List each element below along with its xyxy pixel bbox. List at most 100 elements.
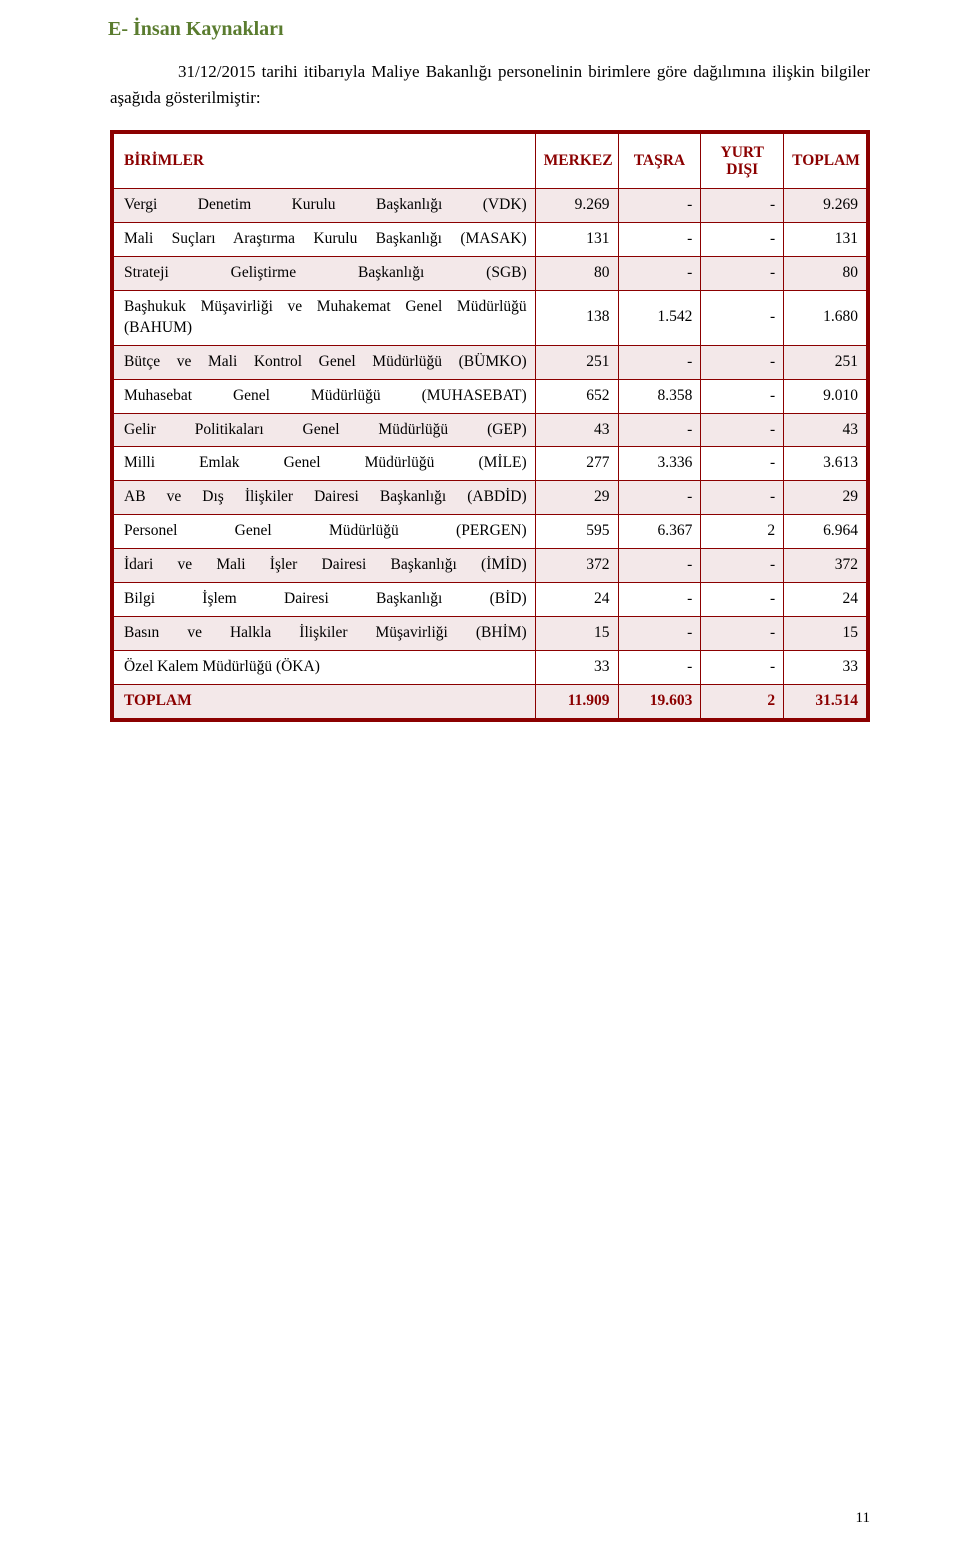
page-number: 11 — [856, 1510, 870, 1527]
row-value: 2 — [701, 515, 784, 549]
table-total-row: TOPLAM11.90919.603231.514 — [114, 684, 867, 718]
row-value: 138 — [535, 290, 618, 345]
row-value: 80 — [784, 256, 867, 290]
row-value: 277 — [535, 447, 618, 481]
row-value: 131 — [784, 223, 867, 257]
row-value: - — [701, 447, 784, 481]
row-label: Başhukuk Müşavirliği ve Muhakemat Genel … — [114, 290, 536, 345]
yurt-line2: DIŞI — [726, 161, 758, 178]
row-value: 80 — [535, 256, 618, 290]
row-value: - — [701, 617, 784, 651]
row-value: 43 — [784, 413, 867, 447]
col-header-birimler: BİRİMLER — [114, 134, 536, 189]
row-label: Milli Emlak Genel Müdürlüğü (MİLE) — [114, 447, 536, 481]
row-value: - — [618, 549, 701, 583]
table-row: Basın ve Halkla İlişkiler Müşavirliği (B… — [114, 617, 867, 651]
row-value: 33 — [784, 651, 867, 685]
row-label: Bilgi İşlem Dairesi Başkanlığı (BİD) — [114, 583, 536, 617]
row-value: 372 — [535, 549, 618, 583]
row-value: 29 — [784, 481, 867, 515]
row-value: 9.269 — [535, 189, 618, 223]
table-row: Milli Emlak Genel Müdürlüğü (MİLE)2773.3… — [114, 447, 867, 481]
table-row: Bütçe ve Mali Kontrol Genel Müdürlüğü (B… — [114, 345, 867, 379]
row-label: İdari ve Mali İşler Dairesi Başkanlığı (… — [114, 549, 536, 583]
row-value: - — [701, 189, 784, 223]
row-value: 595 — [535, 515, 618, 549]
intro-paragraph: 31/12/2015 tarihi itibarıyla Maliye Baka… — [110, 59, 870, 110]
row-value: - — [701, 290, 784, 345]
total-value: 11.909 — [535, 684, 618, 718]
row-value: 131 — [535, 223, 618, 257]
table-row: Strateji Geliştirme Başkanlığı (SGB)80--… — [114, 256, 867, 290]
section-title: E- İnsan Kaynakları — [108, 18, 870, 41]
row-label: Özel Kalem Müdürlüğü (ÖKA) — [114, 651, 536, 685]
total-value: 31.514 — [784, 684, 867, 718]
table-row: Mali Suçları Araştırma Kurulu Başkanlığı… — [114, 223, 867, 257]
table-row: Personel Genel Müdürlüğü (PERGEN)5956.36… — [114, 515, 867, 549]
row-value: 372 — [784, 549, 867, 583]
row-label: Mali Suçları Araştırma Kurulu Başkanlığı… — [114, 223, 536, 257]
row-value: 1.542 — [618, 290, 701, 345]
row-label: Basın ve Halkla İlişkiler Müşavirliği (B… — [114, 617, 536, 651]
personnel-table: BİRİMLER MERKEZ TAŞRA YURT DIŞI TOPLAM V… — [113, 133, 867, 719]
row-label: Personel Genel Müdürlüğü (PERGEN) — [114, 515, 536, 549]
table-row: Başhukuk Müşavirliği ve Muhakemat Genel … — [114, 290, 867, 345]
row-value: 9.010 — [784, 379, 867, 413]
row-label: Vergi Denetim Kurulu Başkanlığı (VDK) — [114, 189, 536, 223]
col-header-yurt-disi: YURT DIŞI — [701, 134, 784, 189]
total-value: 19.603 — [618, 684, 701, 718]
row-value: 6.964 — [784, 515, 867, 549]
row-label: Muhasebat Genel Müdürlüğü (MUHASEBAT) — [114, 379, 536, 413]
row-value: 3.336 — [618, 447, 701, 481]
table-row: Vergi Denetim Kurulu Başkanlığı (VDK)9.2… — [114, 189, 867, 223]
row-value: 15 — [535, 617, 618, 651]
row-value: 652 — [535, 379, 618, 413]
col-header-merkez: MERKEZ — [535, 134, 618, 189]
table-header-row: BİRİMLER MERKEZ TAŞRA YURT DIŞI TOPLAM — [114, 134, 867, 189]
row-value: - — [618, 345, 701, 379]
row-label: Strateji Geliştirme Başkanlığı (SGB) — [114, 256, 536, 290]
total-value: 2 — [701, 684, 784, 718]
row-value: - — [618, 256, 701, 290]
row-value: 24 — [784, 583, 867, 617]
table-row: Bilgi İşlem Dairesi Başkanlığı (BİD)24--… — [114, 583, 867, 617]
col-header-toplam: TOPLAM — [784, 134, 867, 189]
row-value: 3.613 — [784, 447, 867, 481]
table-row: AB ve Dış İlişkiler Dairesi Başkanlığı (… — [114, 481, 867, 515]
table-row: Özel Kalem Müdürlüğü (ÖKA)33--33 — [114, 651, 867, 685]
row-value: - — [618, 223, 701, 257]
total-label: TOPLAM — [114, 684, 536, 718]
col-header-tasra: TAŞRA — [618, 134, 701, 189]
row-value: - — [618, 189, 701, 223]
row-label: Bütçe ve Mali Kontrol Genel Müdürlüğü (B… — [114, 345, 536, 379]
row-value: - — [618, 651, 701, 685]
row-value: 29 — [535, 481, 618, 515]
row-value: 24 — [535, 583, 618, 617]
row-label: AB ve Dış İlişkiler Dairesi Başkanlığı (… — [114, 481, 536, 515]
row-value: 15 — [784, 617, 867, 651]
row-value: 1.680 — [784, 290, 867, 345]
row-value: 251 — [535, 345, 618, 379]
yurt-line1: YURT — [721, 144, 764, 161]
row-value: - — [701, 379, 784, 413]
row-value: - — [701, 256, 784, 290]
row-value: - — [618, 413, 701, 447]
row-value: 8.358 — [618, 379, 701, 413]
row-value: 6.367 — [618, 515, 701, 549]
table-row: Gelir Politikaları Genel Müdürlüğü (GEP)… — [114, 413, 867, 447]
row-value: - — [701, 223, 784, 257]
personnel-table-wrapper: BİRİMLER MERKEZ TAŞRA YURT DIŞI TOPLAM V… — [110, 130, 870, 722]
row-value: 33 — [535, 651, 618, 685]
row-value: 9.269 — [784, 189, 867, 223]
row-value: - — [618, 617, 701, 651]
row-label: Gelir Politikaları Genel Müdürlüğü (GEP) — [114, 413, 536, 447]
row-value: 43 — [535, 413, 618, 447]
table-body: Vergi Denetim Kurulu Başkanlığı (VDK)9.2… — [114, 189, 867, 719]
row-value: - — [701, 583, 784, 617]
row-value: - — [701, 651, 784, 685]
table-row: İdari ve Mali İşler Dairesi Başkanlığı (… — [114, 549, 867, 583]
row-value: - — [701, 345, 784, 379]
table-row: Muhasebat Genel Müdürlüğü (MUHASEBAT)652… — [114, 379, 867, 413]
row-value: - — [618, 583, 701, 617]
row-value: - — [701, 481, 784, 515]
